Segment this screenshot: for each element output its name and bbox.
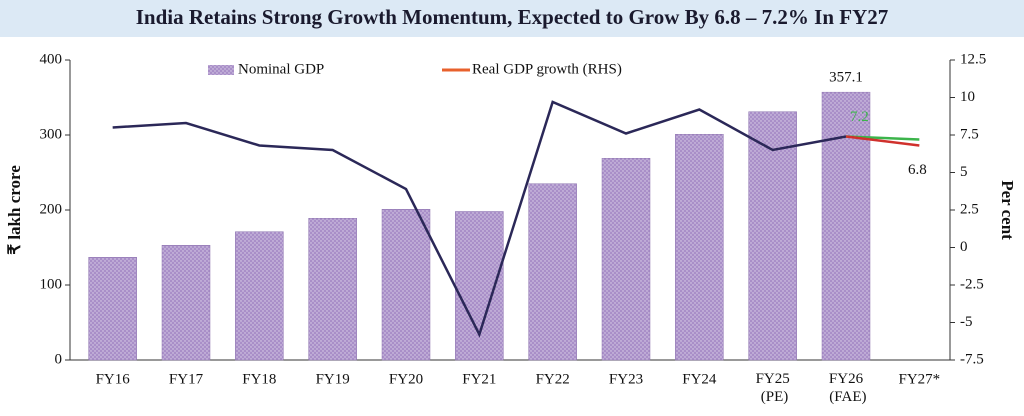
bar: [455, 211, 504, 361]
x-tick-label: FY20: [389, 371, 423, 387]
x-tick-label: FY21: [462, 371, 496, 387]
data-label: 6.8: [908, 162, 927, 178]
legend-swatch: [208, 65, 234, 75]
x-tick-label: FY25 (PE): [756, 371, 790, 405]
x-tick-label: FY26 (FAE): [826, 371, 867, 405]
bar: [88, 257, 137, 361]
legend-label: Real GDP growth (RHS): [472, 61, 622, 77]
line: [112, 100, 847, 338]
data-label: 7.2: [850, 109, 869, 125]
line: [845, 135, 920, 147]
x-tick-label: FY18: [242, 371, 276, 387]
y-tick-label: 300: [40, 126, 63, 142]
y2-tick-label: -2.5: [960, 276, 984, 292]
bar: [601, 158, 651, 361]
y2-axis-label: Per cent: [998, 180, 1017, 240]
title-band: [0, 0, 1024, 37]
y-axis-label: ₹ lakh crore: [5, 165, 24, 255]
bar: [748, 111, 797, 361]
y2-tick-label: -7.5: [960, 351, 984, 367]
y2-tick-label: -5: [960, 314, 973, 330]
x-tick-label: FY23: [609, 371, 643, 387]
x-tick-label: FY17: [169, 371, 204, 387]
y2-tick-label: 2.5: [960, 201, 979, 217]
bar: [308, 218, 357, 361]
y-tick-label: 0: [55, 351, 63, 367]
x-tick-label: FY22: [536, 371, 570, 387]
y-tick-label: 400: [40, 51, 63, 67]
chart-title: India Retains Strong Growth Momentum, Ex…: [136, 5, 889, 29]
data-label: 357.1: [829, 70, 863, 86]
x-tick-label: FY24: [682, 371, 717, 387]
legend-label: Nominal GDP: [238, 61, 324, 77]
y-tick-label: 200: [40, 201, 63, 217]
bar: [675, 134, 724, 361]
y2-tick-label: 10: [960, 89, 975, 105]
x-tick-label: FY27*: [898, 371, 940, 387]
y-tick-label: 100: [40, 276, 63, 292]
bar: [821, 91, 871, 361]
bar: [381, 209, 431, 361]
bar: [235, 231, 284, 361]
x-tick-label: FY19: [316, 371, 350, 387]
x-tick-label: FY16: [96, 371, 131, 387]
y2-tick-label: 7.5: [960, 126, 979, 142]
bar: [161, 245, 211, 361]
bar: [528, 183, 577, 361]
y2-tick-label: 0: [960, 239, 968, 255]
y2-tick-label: 12.5: [960, 51, 986, 67]
y2-tick-label: 5: [960, 164, 968, 180]
